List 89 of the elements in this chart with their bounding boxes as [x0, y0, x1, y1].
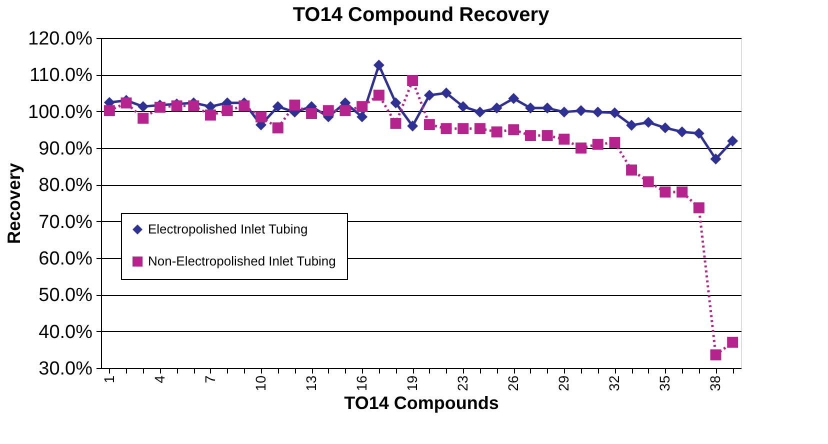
- chart-title: TO14 Compound Recovery: [292, 4, 550, 26]
- y-tick-label: 110.0%: [29, 65, 93, 86]
- point: [272, 101, 284, 112]
- x-axis-title: TO14 Compounds: [344, 393, 499, 414]
- legend-label: Non-Electropolished Inlet Tubing: [148, 254, 336, 268]
- legend-label: Electropolished Inlet Tubing: [148, 222, 308, 236]
- point: [407, 120, 418, 132]
- point: [120, 97, 132, 108]
- point: [592, 138, 604, 150]
- y-tick-label: 100.0%: [28, 102, 93, 123]
- x-tick-label: 23: [454, 375, 471, 392]
- point: [424, 90, 435, 101]
- point: [306, 108, 318, 120]
- y-tick-label: 40.0%: [38, 322, 93, 343]
- x-tick-label: 19: [404, 375, 420, 392]
- y-tick-label: 60.0%: [38, 248, 93, 270]
- point: [188, 100, 200, 112]
- point: [524, 130, 536, 142]
- point: [609, 137, 620, 148]
- point: [660, 122, 671, 134]
- point: [676, 186, 688, 198]
- point: [356, 111, 368, 122]
- point: [272, 122, 284, 134]
- point: [373, 60, 384, 71]
- point: [491, 126, 502, 138]
- point: [693, 128, 704, 139]
- y-tick-label: 70.0%: [38, 212, 93, 233]
- point: [458, 123, 469, 134]
- point: [474, 106, 486, 118]
- point: [138, 112, 149, 124]
- point: [542, 130, 553, 142]
- point: [238, 100, 250, 112]
- point: [256, 111, 266, 122]
- point: [558, 134, 570, 145]
- point: [340, 105, 351, 116]
- y-tick-label: 50.0%: [38, 285, 93, 306]
- point: [642, 176, 654, 188]
- point: [576, 105, 586, 116]
- point: [104, 105, 115, 116]
- point: [390, 118, 402, 129]
- point: [542, 102, 553, 114]
- point: [609, 107, 620, 118]
- point: [356, 101, 368, 112]
- point: [710, 154, 722, 164]
- point: [524, 102, 536, 114]
- x-tick-label: 29: [556, 375, 572, 392]
- point: [407, 75, 418, 86]
- x-tick-label: 26: [505, 375, 522, 392]
- y-tick-label: 30.0%: [38, 358, 93, 380]
- point: [642, 116, 654, 128]
- point: [474, 123, 486, 134]
- point: [508, 124, 520, 136]
- point: [626, 164, 638, 176]
- x-tick-label: 35: [656, 375, 673, 392]
- point: [424, 119, 435, 130]
- point: [660, 186, 671, 198]
- point: [322, 105, 334, 116]
- point: [204, 110, 216, 120]
- x-tick-label: 16: [354, 375, 370, 392]
- point: [576, 142, 586, 154]
- x-tick-label: 7: [202, 375, 218, 384]
- y-tick-label: 90.0%: [38, 138, 93, 160]
- point: [458, 101, 469, 112]
- x-tick-label: 4: [151, 375, 168, 384]
- point: [710, 349, 722, 360]
- y-tick-label: 80.0%: [38, 175, 93, 196]
- x-tick-label: 13: [303, 375, 320, 392]
- point: [727, 136, 738, 147]
- point: [440, 123, 452, 134]
- x-tick-label: 32: [606, 375, 622, 392]
- point: [440, 88, 452, 98]
- x-tick-label: 38: [707, 375, 724, 392]
- point: [373, 90, 384, 101]
- y-tick-label: 120.0%: [28, 28, 93, 50]
- point: [508, 93, 520, 104]
- point: [390, 97, 402, 108]
- point: [693, 202, 704, 214]
- y-axis-title: Recovery: [4, 162, 24, 244]
- point: [626, 120, 638, 131]
- point: [289, 100, 300, 111]
- point: [558, 106, 570, 118]
- x-tick-label: 10: [252, 375, 268, 392]
- point: [676, 126, 688, 138]
- point: [727, 336, 738, 348]
- x-tick-label: 1: [100, 375, 117, 384]
- point: [138, 101, 149, 112]
- point: [491, 102, 502, 114]
- point: [592, 106, 604, 118]
- point: [222, 105, 233, 116]
